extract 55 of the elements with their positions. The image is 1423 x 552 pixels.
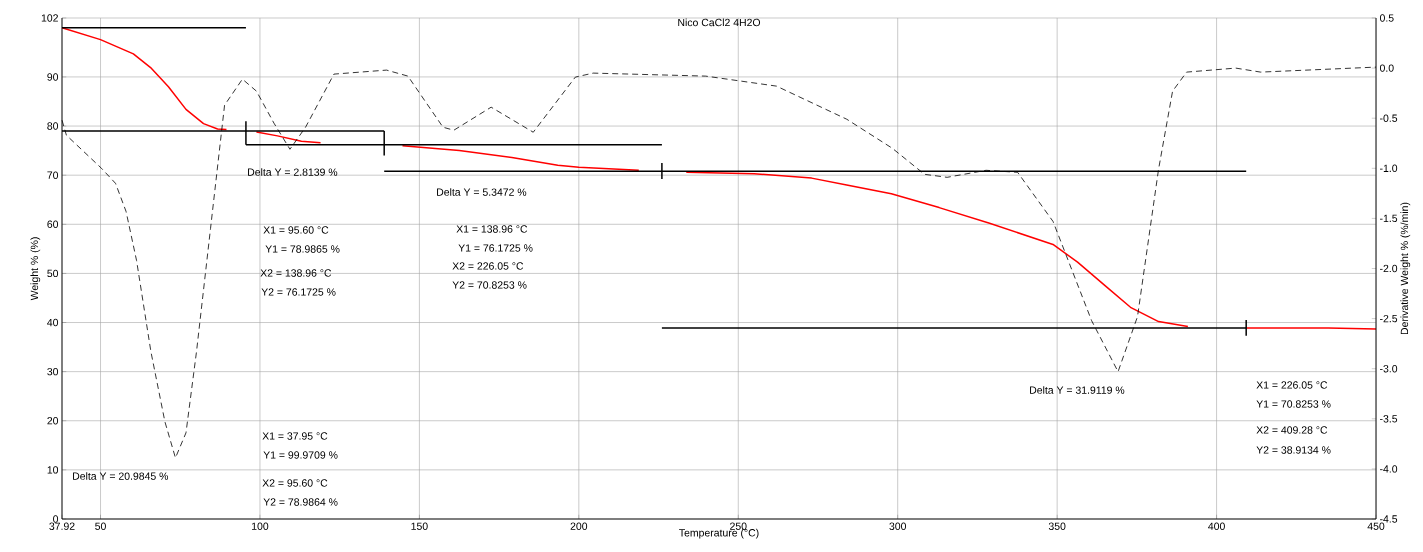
- annotation: X2 = 226.05 °C: [452, 262, 524, 270]
- y-tick-label: 20: [47, 417, 59, 425]
- x-tick-label: 50: [95, 522, 106, 530]
- annotation: Y2 = 70.8253 %: [452, 281, 527, 289]
- y-tick-label: 40: [47, 318, 59, 327]
- annotation: X1 = 138.96 °C: [456, 225, 528, 233]
- y2-tick-label: -2.0: [1380, 264, 1398, 273]
- annotation: X1 = 226.05 °C: [1256, 381, 1328, 389]
- y2-axis-title: Derivative Weight % (%/min): [1400, 202, 1411, 335]
- y2-tick-label: -1.0: [1380, 164, 1398, 173]
- y2-tick-label: -3.5: [1380, 415, 1398, 423]
- y2-tick-label: -3.0: [1380, 365, 1398, 373]
- y-tick-label: 70: [47, 171, 59, 179]
- annotation: Delta Y = 20.9845 %: [73, 472, 169, 480]
- y-tick-label: 10: [47, 466, 59, 474]
- y-tick-label: 60: [47, 220, 59, 228]
- y-tick-label: 50: [47, 269, 59, 278]
- y2-tick-label: 0.5: [1379, 14, 1394, 22]
- annotation: Y2 = 38.9134 %: [1256, 446, 1331, 454]
- y2-tick-label: -1.5: [1380, 214, 1398, 223]
- x-tick-label: 200: [570, 522, 588, 530]
- x-tick-label: 250: [730, 522, 747, 530]
- y-tick-label: 30: [47, 367, 59, 376]
- x-tick-label: 100: [252, 522, 269, 530]
- y-tick-label: 102: [41, 14, 58, 22]
- chart-title: Nico CaCl2 4H2O: [678, 18, 761, 27]
- annotation: Delta Y = 31.9119 %: [1030, 386, 1125, 394]
- annotation: X2 = 95.60 °C: [262, 479, 328, 487]
- y2-tick-label: 0.0: [1379, 64, 1394, 72]
- x-tick-label: 450: [1367, 522, 1385, 530]
- y-axis-title: Weight % (%): [30, 237, 41, 301]
- y2-tick-label: -0.5: [1380, 114, 1398, 122]
- annotation: X2 = 138.96 °C: [260, 269, 332, 277]
- y2-tick-label: -2.5: [1380, 314, 1398, 323]
- x-tick-label: 37.92: [49, 522, 75, 530]
- annotation: Y2 = 76.1725 %: [261, 288, 336, 296]
- annotation: Y1 = 76.1725 %: [458, 244, 533, 252]
- annotation: Y1 = 99.9709 %: [263, 451, 338, 459]
- y-tick-label: 0: [53, 515, 59, 523]
- y2-tick-label: -4.0: [1380, 465, 1398, 473]
- annotation: Delta Y = 5.3472 %: [437, 188, 527, 196]
- annotation: X2 = 409.28 °C: [1256, 426, 1328, 434]
- x-tick-label: 350: [1048, 522, 1066, 530]
- annotation: X1 = 37.95 °C: [262, 432, 328, 440]
- annotation: X1 = 95.60 °C: [263, 226, 329, 234]
- x-tick-label: 150: [411, 522, 428, 530]
- y2-tick-label: -4.5: [1380, 515, 1398, 523]
- y-tick-label: 90: [47, 73, 59, 81]
- annotation: Y2 = 78.9864 %: [263, 498, 338, 506]
- x-tick-label: 400: [1208, 522, 1225, 530]
- annotation: Delta Y = 2.8139 %: [248, 168, 338, 176]
- annotation: Y1 = 78.9865 %: [265, 245, 340, 253]
- annotation: Y1 = 70.8253 %: [1256, 400, 1331, 408]
- x-tick-label: 300: [889, 522, 907, 530]
- y-tick-label: 80: [47, 122, 59, 130]
